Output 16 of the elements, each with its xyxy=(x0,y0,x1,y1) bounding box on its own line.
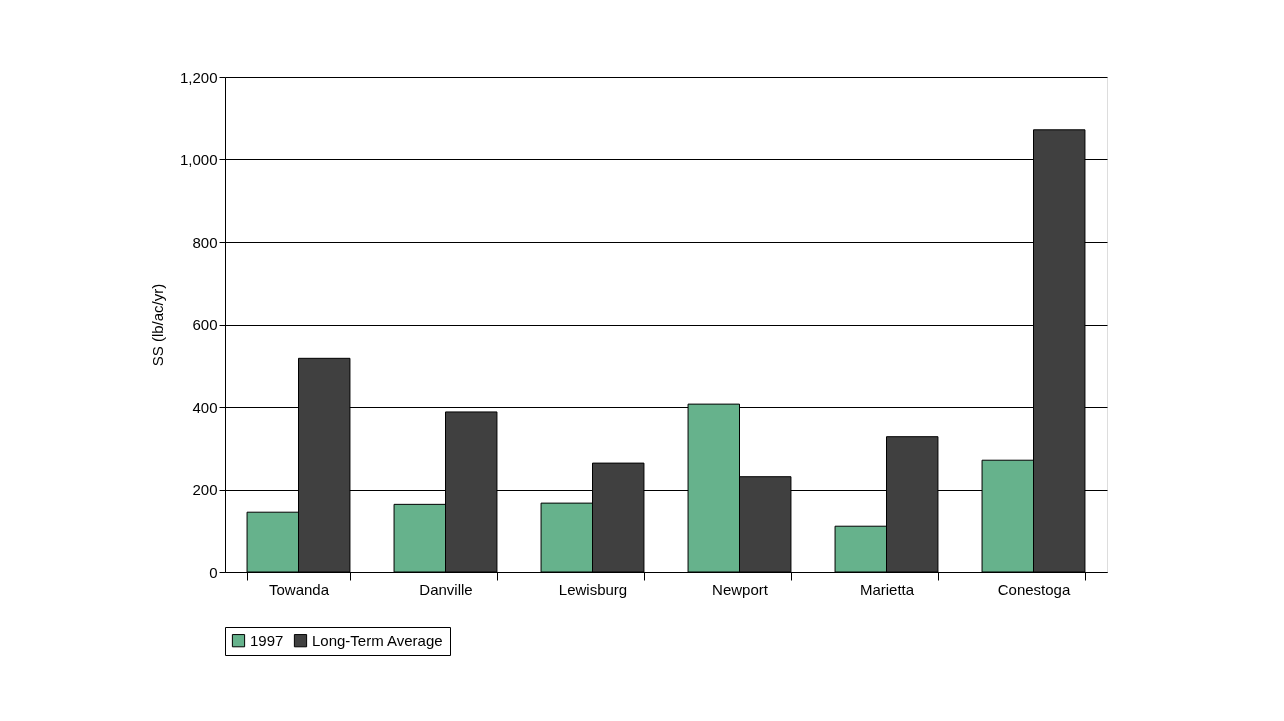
x-tick-label: Lewisburg xyxy=(558,580,628,598)
y-axis-title: SS (lb/ac/yr) xyxy=(148,283,166,367)
y-tick-label: 600 xyxy=(192,316,218,333)
y-tick-label: 800 xyxy=(192,233,218,251)
y-tick-label: 1,200 xyxy=(179,68,218,86)
x-tick-label: Newport xyxy=(712,580,769,598)
y-tick-label: 200 xyxy=(192,481,218,498)
x-tick-label: Marietta xyxy=(859,580,915,598)
legend-label: 1997 xyxy=(250,631,284,649)
y-tick-label: 0 xyxy=(209,563,218,581)
x-tick-label: Towanda xyxy=(268,580,330,598)
y-tick-label: 1,000 xyxy=(179,151,218,168)
x-tick-label: Conestoga xyxy=(997,580,1071,598)
y-tick-label: 400 xyxy=(192,398,218,416)
legend-label: Long-Term Average xyxy=(312,631,443,649)
x-tick-label: Danville xyxy=(419,580,473,598)
